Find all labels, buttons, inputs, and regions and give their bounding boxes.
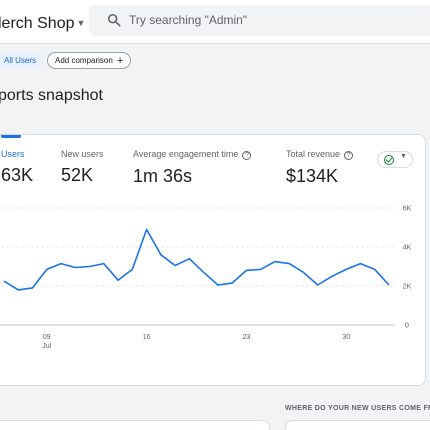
metric-value: 63K	[1, 165, 34, 185]
x-tick-label: 16	[143, 334, 151, 341]
bottom-card	[285, 420, 430, 430]
all-users-chip[interactable]: All Users	[0, 52, 45, 69]
metric-avg-engagement[interactable]: Average engagement time? 1m 36s	[133, 149, 252, 187]
page-title: ports snapshot	[0, 87, 103, 104]
info-icon[interactable]: ?	[344, 151, 354, 160]
series-line	[3, 228, 390, 291]
metric-label: Total revenue	[286, 149, 341, 159]
plus-icon: +	[116, 55, 124, 67]
metric-users[interactable]: Users 63K	[1, 149, 33, 186]
top-bar: lerch Shop ▼ Try searching "Admin"	[0, 0, 430, 44]
metric-label: Users	[1, 149, 25, 159]
users-line-chart: 0 2K 4K 6K 09 Jul 16 23 30	[0, 206, 412, 350]
property-name: lerch Shop	[0, 15, 75, 32]
new-users-source-heading: WHERE DO YOUR NEW USERS COME FR	[285, 405, 430, 412]
add-comparison-button[interactable]: Add comparison +	[47, 52, 132, 69]
property-selector[interactable]: lerch Shop ▼	[0, 15, 85, 33]
search-icon	[107, 13, 121, 27]
x-tick-label: 23	[243, 334, 251, 341]
metric-label: Average engagement time	[133, 149, 239, 159]
add-comparison-label: Add comparison	[55, 56, 113, 65]
snapshot-card: Users 63K New users 52K Average engageme…	[0, 134, 426, 386]
x-tick-label: 09	[43, 334, 51, 341]
y-tick-label: 2K	[403, 284, 412, 291]
search-bar[interactable]: Try searching "Admin"	[89, 5, 430, 36]
data-quality-button[interactable]: ▼	[377, 151, 413, 168]
search-placeholder: Try searching "Admin"	[129, 13, 248, 27]
active-tab-indicator	[1, 135, 21, 138]
metric-value: 1m 36s	[133, 166, 193, 186]
metric-value: 52K	[61, 165, 94, 185]
metric-value: $134K	[286, 166, 339, 186]
all-users-label: All Users	[4, 56, 37, 65]
chevron-down-icon: ▼	[400, 153, 407, 160]
metric-label: New users	[61, 149, 104, 159]
x-tick-sublabel: Jul	[42, 343, 51, 350]
caret-down-icon: ▼	[76, 18, 86, 28]
metric-new-users[interactable]: New users 52K	[61, 149, 104, 186]
y-tick-label: 6K	[403, 206, 412, 213]
check-circle-icon	[384, 155, 394, 165]
bottom-card	[0, 420, 270, 430]
x-tick-label: 30	[342, 334, 350, 341]
y-tick-label: 0	[405, 323, 409, 330]
info-icon[interactable]: ?	[242, 151, 252, 160]
y-tick-label: 4K	[403, 245, 412, 252]
metric-total-revenue[interactable]: Total revenue? $134K	[286, 149, 354, 187]
